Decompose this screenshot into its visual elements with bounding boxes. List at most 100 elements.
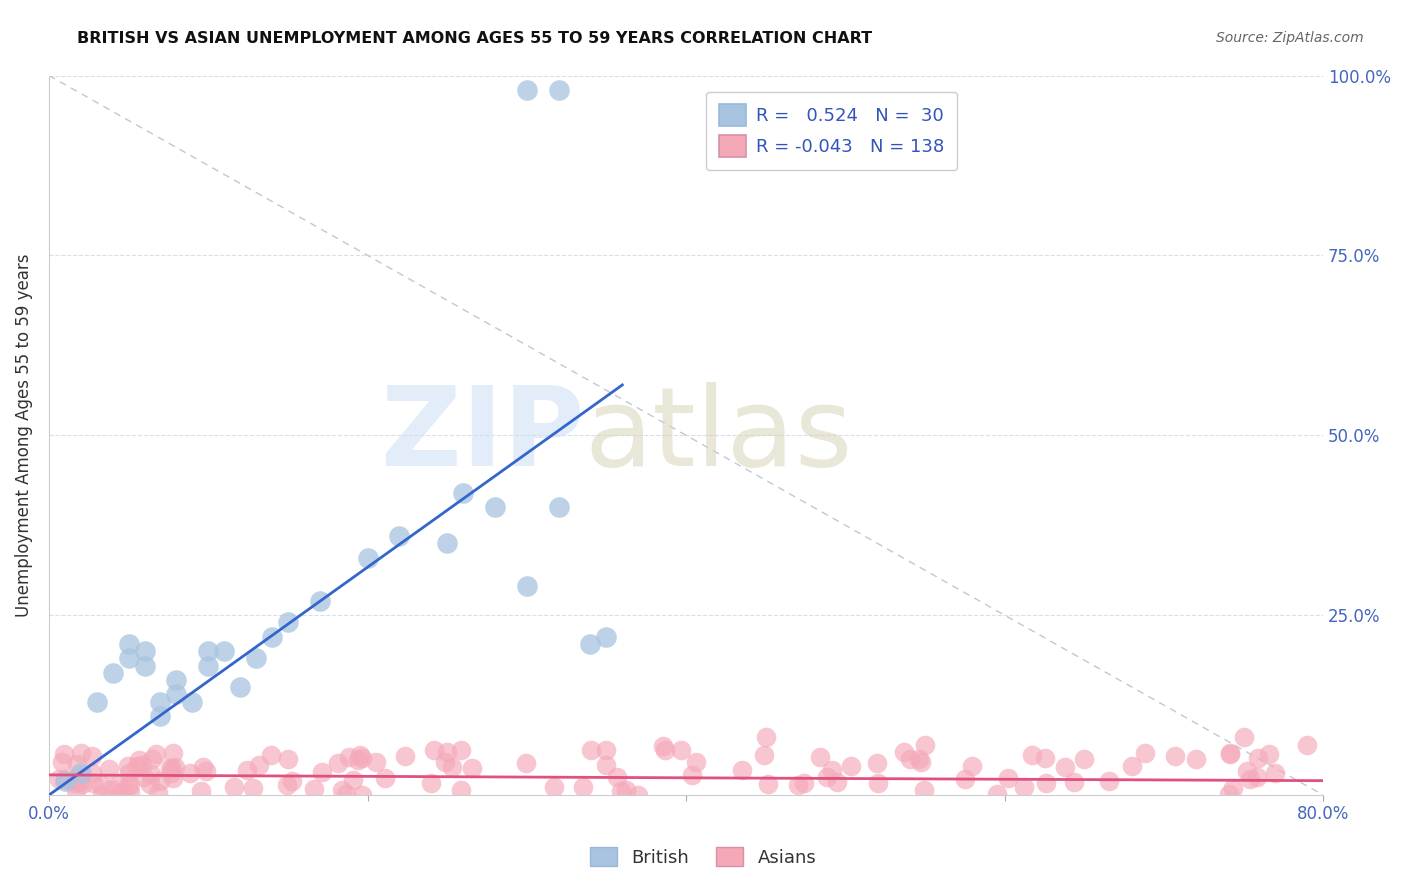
Point [1012, 780, 1035, 795]
Point [1246, 770, 1268, 784]
Point [436, 745, 458, 759]
Point [914, 738, 936, 752]
Point [1121, 759, 1143, 773]
Point [808, 750, 831, 764]
Point [100, 781, 122, 796]
Point [53, 773, 76, 788]
Point [654, 743, 676, 757]
Point [65, 783, 87, 797]
Point [579, 743, 602, 757]
Point [149, 774, 172, 789]
Legend: R =   0.524   N =  30, R = -0.043   N = 138: R = 0.524 N = 30, R = -0.043 N = 138 [706, 92, 957, 170]
Point [755, 731, 778, 745]
Point [197, 644, 219, 658]
Point [1219, 747, 1241, 761]
Point [149, 709, 172, 723]
Point [440, 760, 463, 774]
Point [118, 778, 141, 792]
Point [547, 83, 569, 97]
Point [117, 759, 139, 773]
Point [595, 630, 617, 644]
Point [1073, 752, 1095, 766]
Point [191, 760, 214, 774]
Point [595, 757, 617, 772]
Point [72, 777, 94, 791]
Point [197, 658, 219, 673]
Point [347, 753, 370, 767]
Point [953, 772, 976, 786]
Point [145, 747, 167, 761]
Point [80, 748, 103, 763]
Point [51, 755, 73, 769]
Text: Source: ZipAtlas.com: Source: ZipAtlas.com [1216, 31, 1364, 45]
Point [260, 630, 283, 644]
Point [62, 776, 84, 790]
Point [162, 746, 184, 760]
Point [260, 748, 283, 763]
Point [912, 783, 935, 797]
Point [827, 774, 849, 789]
Point [543, 780, 565, 794]
Point [960, 759, 983, 773]
Point [394, 748, 416, 763]
Point [212, 644, 235, 658]
Point [128, 753, 150, 767]
Point [451, 486, 474, 500]
Point [754, 747, 776, 762]
Point [730, 764, 752, 778]
Point [423, 742, 446, 756]
Point [247, 758, 270, 772]
Point [866, 776, 889, 790]
Point [1239, 772, 1261, 786]
Point [419, 776, 441, 790]
Point [308, 594, 330, 608]
Point [159, 766, 181, 780]
Text: ZIP: ZIP [381, 382, 583, 489]
Point [52, 747, 75, 762]
Point [436, 536, 458, 550]
Point [277, 752, 299, 766]
Point [1021, 747, 1043, 762]
Point [1247, 751, 1270, 765]
Point [326, 756, 349, 770]
Point [311, 764, 333, 779]
Point [236, 763, 259, 777]
Point [139, 767, 162, 781]
Point [1098, 774, 1121, 789]
Point [107, 778, 129, 792]
Point [893, 745, 915, 759]
Point [97, 762, 120, 776]
Point [101, 665, 124, 680]
Point [165, 687, 187, 701]
Point [190, 784, 212, 798]
Point [276, 778, 298, 792]
Point [821, 763, 844, 777]
Point [910, 755, 932, 769]
Point [627, 788, 650, 802]
Point [685, 756, 707, 770]
Point [1218, 788, 1240, 802]
Point [366, 755, 388, 769]
Point [302, 782, 325, 797]
Point [134, 770, 156, 784]
Point [866, 756, 889, 771]
Point [65, 773, 87, 788]
Point [610, 784, 633, 798]
Point [90, 788, 112, 802]
Point [515, 756, 537, 771]
Point [131, 757, 153, 772]
Point [1163, 748, 1185, 763]
Point [162, 761, 184, 775]
Point [1133, 747, 1156, 761]
Point [1264, 766, 1286, 780]
Point [332, 783, 354, 797]
Point [195, 764, 218, 778]
Point [579, 637, 602, 651]
Point [839, 759, 862, 773]
Point [516, 579, 538, 593]
Point [67, 775, 90, 789]
Point [69, 746, 91, 760]
Point [433, 756, 456, 770]
Point [335, 788, 357, 802]
Point [1222, 780, 1244, 795]
